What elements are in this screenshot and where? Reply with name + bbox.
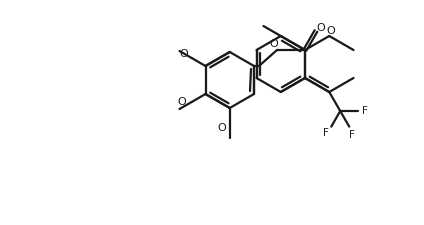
Text: F: F (349, 130, 355, 140)
Text: O: O (327, 26, 336, 36)
Text: O: O (270, 39, 279, 49)
Text: O: O (179, 49, 188, 59)
Text: O: O (218, 123, 226, 133)
Text: F: F (363, 106, 368, 116)
Text: F: F (324, 128, 329, 138)
Text: O: O (177, 97, 186, 107)
Text: O: O (317, 23, 325, 33)
